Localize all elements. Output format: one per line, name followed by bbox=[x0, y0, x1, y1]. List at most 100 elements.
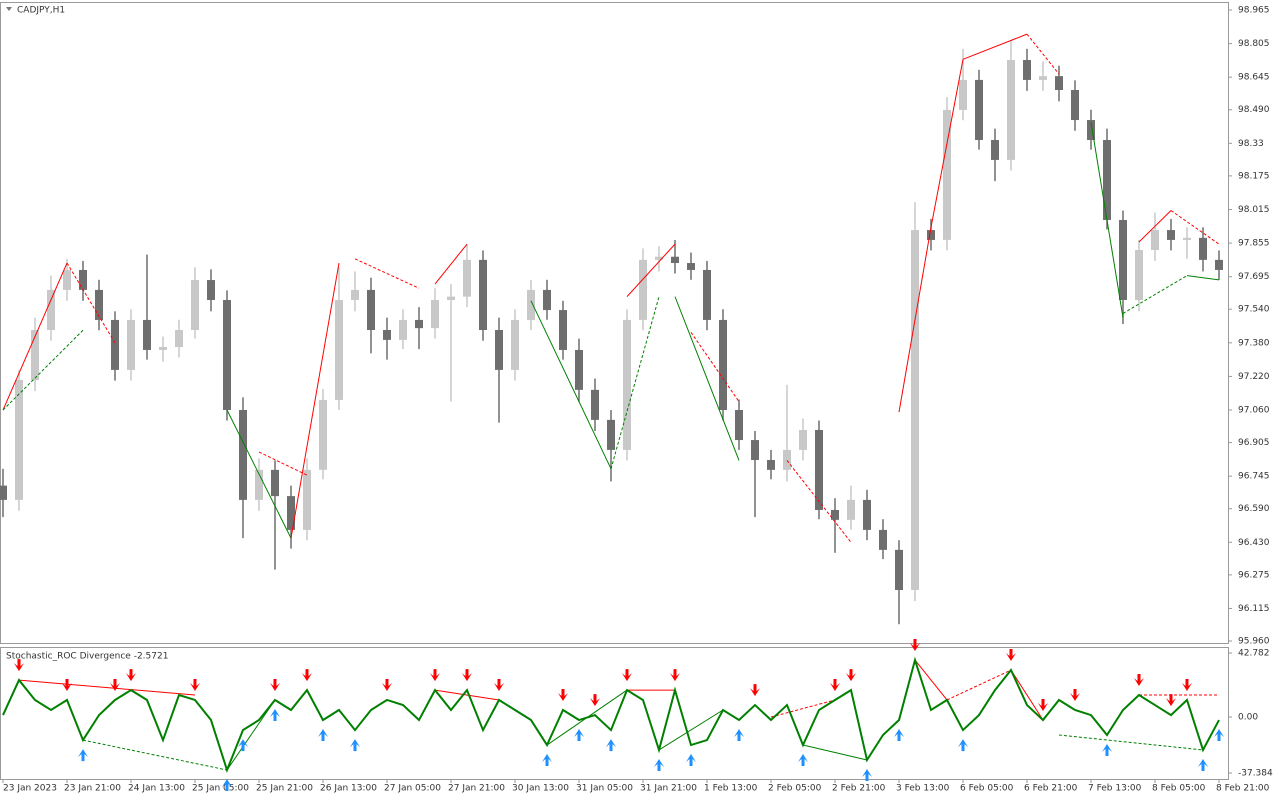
y-tick-label: 98.015 bbox=[1238, 205, 1270, 215]
buy-arrow bbox=[318, 729, 328, 742]
divergence-line bbox=[226, 699, 276, 771]
buy-arrow bbox=[734, 729, 744, 742]
divergence-line bbox=[434, 243, 468, 285]
sell-arrow bbox=[1006, 649, 1016, 662]
divergence-line bbox=[290, 262, 340, 539]
x-tick-label: 25 Jan 21:00 bbox=[256, 784, 313, 794]
candle-body bbox=[575, 349, 583, 390]
candle-body bbox=[31, 330, 39, 380]
sell-arrow bbox=[750, 684, 760, 697]
buy-arrow bbox=[78, 749, 88, 762]
sell-arrow bbox=[110, 678, 120, 691]
x-tick-label: 27 Jan 21:00 bbox=[448, 784, 505, 794]
candle-body bbox=[383, 330, 391, 340]
candle-body bbox=[991, 139, 999, 160]
y-tick-label: 42.782 bbox=[1238, 649, 1270, 659]
buy-arrow bbox=[606, 739, 616, 752]
indicator-title: Stochastic_ROC Divergence -2.5721 bbox=[6, 652, 168, 662]
candle-body bbox=[0, 485, 7, 500]
candle-body bbox=[1167, 230, 1175, 240]
candle-body bbox=[207, 280, 215, 300]
candle-body bbox=[623, 319, 631, 450]
x-tick-label: 25 Jan 05:00 bbox=[192, 784, 249, 794]
sell-arrow bbox=[1166, 694, 1176, 707]
divergence-line bbox=[626, 243, 676, 297]
y-tick-label: 96.430 bbox=[1238, 538, 1270, 548]
candle-body bbox=[655, 256, 663, 260]
candle-body bbox=[415, 319, 423, 329]
candle-body bbox=[1135, 250, 1143, 300]
divergence-line bbox=[2, 262, 68, 411]
divergence-line bbox=[914, 659, 948, 701]
candle-body bbox=[223, 299, 231, 411]
divergence-line bbox=[1026, 33, 1060, 75]
candle-body bbox=[559, 310, 567, 350]
buy-arrow bbox=[1198, 758, 1208, 771]
candle-body bbox=[751, 440, 759, 460]
buy-arrow bbox=[222, 779, 232, 792]
candle-body bbox=[527, 289, 535, 320]
candle-body bbox=[959, 79, 967, 110]
sell-arrow bbox=[846, 669, 856, 682]
y-tick-label: 98.175 bbox=[1238, 171, 1270, 181]
candle-body bbox=[127, 319, 135, 370]
y-tick-label: 96.590 bbox=[1238, 504, 1270, 514]
candle-body bbox=[1215, 259, 1223, 270]
x-tick-label: 31 Jan 05:00 bbox=[576, 784, 633, 794]
candle-body bbox=[479, 259, 487, 331]
candle-body bbox=[831, 509, 839, 520]
candle-body bbox=[15, 379, 23, 500]
y-tick-label: 95.960 bbox=[1238, 637, 1270, 647]
candle-body bbox=[271, 469, 279, 497]
divergence-line bbox=[1090, 122, 1124, 318]
candle-body bbox=[639, 259, 647, 320]
sell-arrow bbox=[270, 678, 280, 691]
divergence-line bbox=[2, 329, 84, 411]
x-tick-label: 2 Feb 05:00 bbox=[768, 784, 822, 794]
candle-body bbox=[847, 499, 855, 520]
divergence-line bbox=[434, 689, 500, 701]
divergence-line bbox=[770, 699, 836, 718]
candle-body bbox=[1055, 76, 1063, 91]
sell-arrow bbox=[1182, 678, 1192, 691]
candle-body bbox=[63, 269, 71, 290]
candle-body bbox=[1151, 230, 1159, 251]
buy-arrow bbox=[270, 708, 280, 721]
x-tick-label: 3 Feb 13:00 bbox=[896, 784, 950, 794]
candle-body bbox=[143, 319, 151, 350]
candle-body bbox=[1183, 237, 1191, 240]
candle-body bbox=[111, 319, 119, 370]
x-tick-label: 26 Jan 13:00 bbox=[320, 784, 377, 794]
divergence-line bbox=[1186, 275, 1220, 281]
candle-body bbox=[319, 399, 327, 470]
candle-body bbox=[1007, 59, 1015, 160]
sell-arrow bbox=[1070, 689, 1080, 702]
buy-arrow bbox=[958, 739, 968, 752]
sell-arrow bbox=[494, 678, 504, 691]
candle-body bbox=[367, 289, 375, 331]
sell-arrow bbox=[622, 669, 632, 682]
candle-body bbox=[975, 79, 983, 140]
buy-arrow bbox=[542, 754, 552, 767]
sell-arrow bbox=[910, 639, 920, 652]
divergence-line bbox=[802, 744, 868, 761]
candle-body bbox=[911, 230, 919, 590]
candle-body bbox=[447, 296, 455, 300]
divergence-line bbox=[66, 262, 116, 344]
candle-body bbox=[399, 319, 407, 340]
x-tick-label: 23 Jan 21:00 bbox=[64, 784, 121, 794]
buy-arrow bbox=[894, 729, 904, 742]
buy-arrow bbox=[574, 729, 584, 742]
candle-body bbox=[239, 410, 247, 500]
divergence-line bbox=[1058, 734, 1204, 751]
sell-arrow bbox=[62, 678, 72, 691]
candle-body bbox=[79, 269, 87, 290]
sell-arrow bbox=[302, 669, 312, 682]
y-tick-label: 97.380 bbox=[1238, 338, 1270, 348]
x-tick-label: 24 Jan 13:00 bbox=[128, 784, 185, 794]
divergence-line bbox=[658, 709, 724, 751]
buy-arrow bbox=[350, 739, 360, 752]
